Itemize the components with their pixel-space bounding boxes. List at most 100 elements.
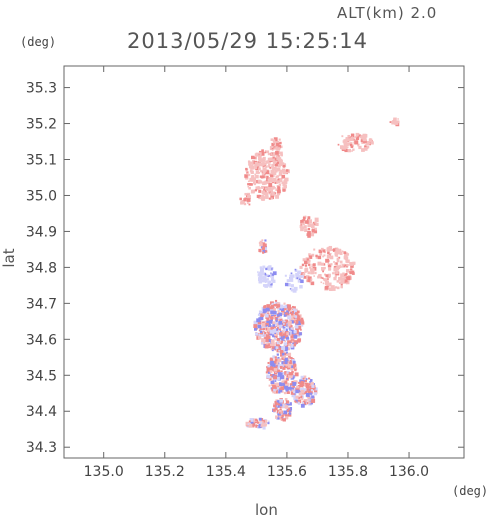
heatmap-cell — [282, 165, 286, 168]
heatmap-cell — [273, 141, 276, 144]
heatmap-cell — [270, 308, 273, 312]
heatmap-cell — [268, 280, 271, 284]
heatmap-cell — [338, 276, 343, 281]
heatmap-cell — [275, 175, 278, 178]
heatmap-cell — [270, 382, 275, 387]
heatmap-cell — [262, 335, 265, 338]
heatmap-cell — [335, 248, 339, 252]
heatmap-cell — [280, 386, 285, 391]
heatmap-cell — [252, 177, 257, 181]
heatmap-cell — [266, 274, 269, 277]
heatmap-cell — [311, 387, 315, 391]
heatmap-region — [272, 398, 293, 422]
heatmap-cell — [279, 152, 282, 154]
heatmap-cell — [294, 315, 298, 318]
heatmap-cell — [357, 144, 360, 147]
heatmap-cell — [286, 409, 289, 413]
heatmap-cell — [273, 192, 276, 195]
heatmap-cell — [270, 195, 274, 200]
heatmap-cell — [281, 380, 284, 383]
heatmap-cell — [263, 423, 267, 427]
heatmap-cell — [314, 392, 318, 396]
heatmap-cell — [294, 268, 297, 271]
heatmap-cell — [276, 167, 281, 172]
heatmap-cell — [279, 325, 282, 328]
heatmap-cell — [287, 386, 292, 391]
heatmap-cell — [262, 249, 266, 254]
heatmap-cell — [290, 387, 295, 392]
heatmap-cell — [276, 314, 280, 317]
heatmap-cell — [266, 304, 270, 308]
heatmap-cell — [292, 288, 297, 293]
heatmap-cell — [282, 366, 286, 370]
heatmap-cell — [245, 421, 250, 426]
heatmap-cell — [300, 388, 303, 391]
heatmap-cell — [333, 267, 338, 272]
heatmap-cell — [240, 200, 243, 203]
heatmap-cell — [299, 328, 302, 331]
heatmap-cell — [333, 277, 337, 281]
heatmap-cell — [286, 370, 290, 375]
x-tick-label: 135.8 — [328, 464, 368, 480]
heatmap-cell — [278, 412, 281, 414]
heatmap-cell — [281, 414, 284, 418]
heatmap-cell — [259, 159, 262, 162]
heatmap-cell — [270, 138, 274, 141]
heatmap-cell — [274, 332, 278, 336]
heatmap-cell — [327, 251, 330, 255]
heatmap-cell — [265, 188, 269, 192]
heatmap-cell — [247, 160, 251, 163]
heatmap-cell — [308, 255, 313, 259]
heatmap-cell — [276, 175, 280, 178]
heatmap-cell — [267, 366, 271, 370]
heatmap-cell — [277, 186, 281, 190]
heatmap-cell — [291, 306, 296, 311]
heatmap-cell — [264, 278, 268, 283]
heatmap-cell — [277, 402, 282, 407]
heatmap-cell — [274, 400, 277, 403]
heatmap-cell — [264, 250, 268, 253]
heatmap-cell — [288, 356, 291, 359]
heatmap-cell — [342, 146, 347, 150]
heatmap-cell — [346, 263, 349, 267]
heatmap-cell — [284, 274, 287, 277]
heatmap-cell — [304, 403, 306, 405]
heatmap-cell — [285, 400, 290, 404]
heatmap-cell — [276, 155, 279, 159]
heatmap-cell — [261, 246, 265, 250]
heatmap-cell — [265, 193, 268, 196]
heatmap-cell — [336, 255, 338, 257]
heatmap-cell — [312, 221, 317, 226]
heatmap-cell — [274, 380, 277, 382]
heatmap-cell — [289, 383, 292, 386]
heatmap-cell — [251, 175, 255, 179]
heatmap-cell — [277, 356, 280, 360]
heatmap-cell — [299, 224, 303, 229]
heatmap-cell — [247, 202, 249, 204]
heatmap-cell — [257, 277, 262, 282]
heatmap-cell — [277, 417, 280, 420]
heatmap-cell — [259, 275, 263, 278]
heatmap-cell — [283, 184, 287, 189]
y-tick-label: 35.1 — [26, 153, 57, 169]
heatmap-cell — [343, 255, 347, 259]
heatmap-cell — [282, 382, 287, 386]
heatmap-cell — [287, 320, 292, 325]
x-tick-label: 136.0 — [389, 464, 429, 480]
heatmap-cell — [291, 310, 295, 313]
heatmap-region — [265, 350, 299, 395]
heatmap-cell — [272, 324, 275, 327]
heatmap-cell — [302, 258, 306, 262]
heatmap-cell — [310, 379, 313, 382]
heatmap-cell — [281, 320, 284, 323]
heatmap-cell — [301, 222, 304, 225]
heatmap-cell — [332, 287, 336, 291]
heatmap-cell — [282, 418, 286, 422]
heatmap-cell — [252, 156, 256, 160]
heatmap-cell — [258, 150, 262, 154]
heatmap-cell — [270, 310, 274, 314]
y-tick-label: 34.9 — [26, 224, 57, 240]
heatmap-cell — [393, 120, 397, 124]
heatmap-cell — [281, 346, 286, 351]
heatmap-cell — [296, 317, 301, 321]
